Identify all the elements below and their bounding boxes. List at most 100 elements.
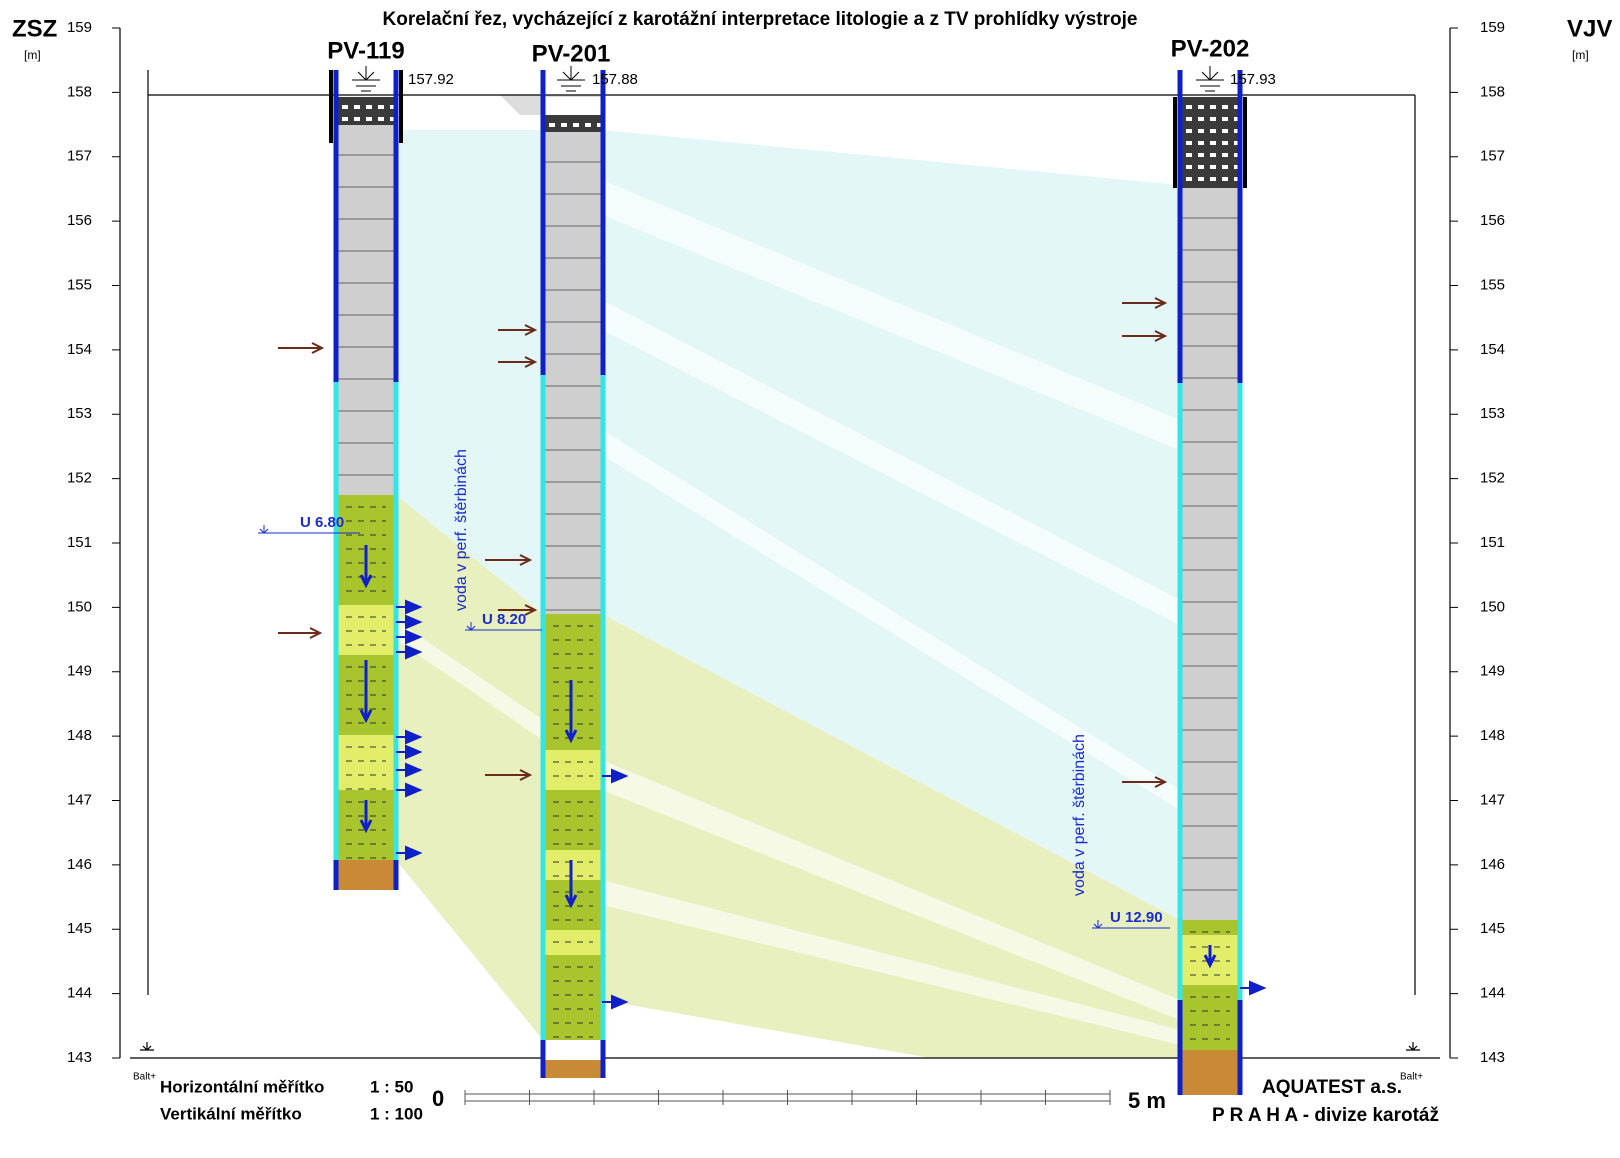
layer	[543, 955, 603, 1040]
gravel	[1186, 177, 1192, 181]
tick-label: 159	[1480, 19, 1505, 36]
head-symbol	[557, 66, 585, 91]
layer	[543, 790, 603, 850]
gravel	[1186, 117, 1192, 121]
datum: Balt+	[133, 1072, 156, 1083]
direction-left: ZSZ	[12, 15, 57, 42]
footer: Horizontální měřítko 1 : 50 Vertikální m…	[160, 1077, 1439, 1126]
gravel	[1198, 141, 1204, 145]
tick-label: 149	[1480, 663, 1505, 680]
tick-label: 147	[1480, 791, 1505, 808]
gravel	[1210, 165, 1216, 169]
scale: 1 : 100	[370, 1104, 423, 1123]
water-level: U 8.20	[482, 611, 526, 628]
layer	[543, 614, 603, 750]
datum: Balt+	[1400, 1072, 1423, 1083]
gravel	[1222, 153, 1228, 157]
gravel	[1186, 141, 1192, 145]
tick-label: 145	[67, 920, 92, 937]
inflow-arrow	[278, 343, 322, 353]
tick-label: 157	[67, 148, 92, 165]
water-level: U 12.90	[1110, 909, 1163, 926]
gravel	[585, 123, 591, 127]
background	[396, 95, 1180, 1058]
tick-label: 144	[67, 985, 92, 1002]
gravel	[1210, 129, 1216, 133]
unit-right: [m]	[1572, 48, 1589, 62]
gravel	[1186, 153, 1192, 157]
head-label: 157.92	[408, 71, 454, 88]
water-level: U 6.80	[300, 514, 344, 531]
gravel	[1198, 177, 1204, 181]
direction-right: VJV	[1567, 15, 1612, 42]
tick-label: 157	[1480, 148, 1505, 165]
gravel	[1198, 129, 1204, 133]
note: voda v perf. štěrbinách	[453, 449, 470, 611]
gravel	[366, 117, 372, 121]
layer	[1180, 1050, 1240, 1095]
layer	[336, 735, 396, 790]
head-symbol	[352, 66, 380, 91]
gravel	[1186, 105, 1192, 109]
tick-label: 156	[67, 212, 92, 229]
scale: 1 : 50	[370, 1077, 413, 1096]
tick-label: 143	[67, 1049, 92, 1066]
tick-label: 153	[1480, 405, 1505, 422]
gravel	[1222, 165, 1228, 169]
layer	[543, 132, 603, 614]
tick-label: 152	[1480, 470, 1505, 487]
tick-label: 150	[67, 598, 92, 615]
gravel	[378, 105, 384, 109]
tick-label: 156	[1480, 212, 1505, 229]
bar-start: 0	[432, 1086, 444, 1111]
head-symbol	[1196, 66, 1224, 91]
gravel	[1222, 129, 1228, 133]
bar-end: 5 m	[1128, 1088, 1166, 1113]
scale-label: Horizontální měřítko	[160, 1077, 324, 1096]
note: voda v perf. štěrbinách	[1071, 734, 1088, 896]
section: Korelační řez, vycházející z karotážní i…	[0, 0, 1620, 1158]
gravel	[1222, 141, 1228, 145]
tick-label: 147	[67, 791, 92, 808]
head-label: 157.93	[1230, 71, 1276, 88]
tick-label: 151	[1480, 534, 1505, 551]
tick-label: 154	[67, 341, 92, 358]
gravel	[1198, 153, 1204, 157]
tick-label: 144	[1480, 985, 1505, 1002]
gravel	[342, 105, 348, 109]
gravel	[561, 123, 567, 127]
gravel	[354, 105, 360, 109]
scale-label: Vertikální měřítko	[160, 1104, 302, 1123]
gravel	[1210, 177, 1216, 181]
tick-label: 158	[1480, 83, 1505, 100]
tick-label: 143	[1480, 1049, 1505, 1066]
layer	[543, 1060, 603, 1078]
unit-left: [m]	[24, 48, 41, 62]
well-name: PV-201	[532, 40, 611, 67]
gravel	[1222, 177, 1228, 181]
layer	[336, 125, 396, 495]
gravel	[378, 117, 384, 121]
tick-label: 148	[1480, 727, 1505, 744]
division: P R A H A - divize karotáž	[1212, 1105, 1439, 1126]
gravel	[1198, 117, 1204, 121]
tick-label: 158	[67, 83, 92, 100]
layer	[543, 750, 603, 790]
tick-label: 155	[67, 276, 92, 293]
tick-label: 148	[67, 727, 92, 744]
layer	[543, 850, 603, 880]
gravel	[354, 117, 360, 121]
layer	[1180, 188, 1240, 920]
gravel	[1210, 141, 1216, 145]
gravel	[1210, 105, 1216, 109]
layer	[336, 860, 396, 890]
title: Korelační řez, vycházející z karotážní i…	[383, 9, 1138, 30]
layer	[543, 1040, 603, 1060]
tick-label: 146	[67, 856, 92, 873]
layer	[543, 930, 603, 955]
gravel	[549, 123, 555, 127]
gravel	[1198, 105, 1204, 109]
company: AQUATEST a.s.	[1262, 1077, 1402, 1098]
tick-label: 159	[67, 19, 92, 36]
outflow-arrow	[1240, 982, 1264, 994]
